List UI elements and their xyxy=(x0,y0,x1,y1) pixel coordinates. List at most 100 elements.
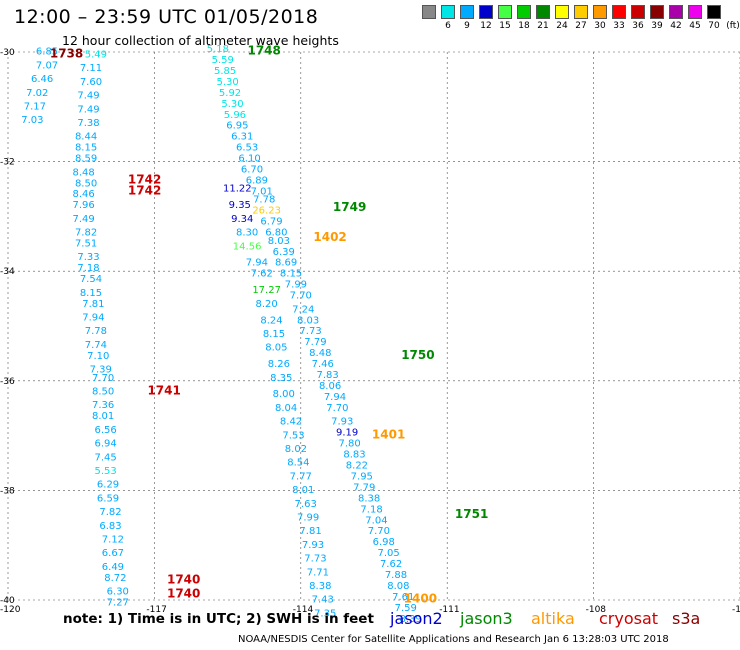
wave-height-value: 7.10 xyxy=(87,351,109,362)
lat-tick-label: -40 xyxy=(0,596,15,606)
legend-label-39: 39 xyxy=(651,21,663,31)
wave-height-value: 8.38 xyxy=(309,581,331,592)
wave-height-value: 7.63 xyxy=(295,499,317,510)
wave-height-value: 8.08 xyxy=(387,581,409,592)
legend-swatch-45 xyxy=(688,5,702,19)
wave-height-value: 7.07 xyxy=(36,60,58,71)
wave-height-value: 6.85 xyxy=(36,47,58,58)
wave-height-value: 7.43 xyxy=(312,595,334,606)
wave-height-value: 11.22 xyxy=(223,184,252,195)
wave-height-value: 7.70 xyxy=(92,373,114,384)
wave-height-value: 7.39 xyxy=(90,365,112,376)
wave-height-value: 8.42 xyxy=(280,417,302,428)
wave-height-value: 7.27 xyxy=(107,597,129,608)
legend-swatch-15 xyxy=(498,5,512,19)
pass-time-label: 1740 xyxy=(167,573,200,587)
wave-height-value: 6.59 xyxy=(97,493,119,504)
wave-height-value: 8.72 xyxy=(104,573,126,584)
wave-height-value: 8.01 xyxy=(92,411,114,422)
wave-height-value: 7.81 xyxy=(82,299,104,310)
wave-height-value: 7.70 xyxy=(326,403,348,414)
legend-label-33: 33 xyxy=(613,21,625,31)
wave-height-value: 7.36 xyxy=(92,400,114,411)
wave-height-value: 7.82 xyxy=(99,507,121,518)
wave-height-value: 8.03 xyxy=(268,236,290,247)
wave-height-value: 6.89 xyxy=(246,176,268,187)
legend-label-36: 36 xyxy=(632,21,644,31)
wave-height-value: 6.98 xyxy=(373,537,395,548)
wave-height-value: 5.92 xyxy=(219,88,241,99)
legend-swatch-42 xyxy=(669,5,683,19)
wave-height-value: 7.70 xyxy=(290,291,312,302)
wave-height-value: 8.30 xyxy=(236,228,258,239)
wave-height-value: 6.39 xyxy=(273,247,295,258)
wave-height-value: 5.59 xyxy=(212,55,234,66)
wave-height-value: 7.05 xyxy=(378,548,400,559)
wave-height-value: 6.49 xyxy=(102,562,124,573)
wave-height-value: 7.04 xyxy=(365,515,387,526)
wave-height-value: 7.77 xyxy=(290,471,312,482)
wave-height-value: 9.34 xyxy=(231,214,253,225)
wave-height-value: 6.70 xyxy=(241,165,263,176)
wave-height-value: 7.79 xyxy=(304,337,326,348)
wave-height-value: 5.30 xyxy=(221,99,243,110)
wave-height-value: 5.49 xyxy=(85,49,107,60)
wave-height-value: 6.29 xyxy=(97,480,119,491)
lat-tick-label: -38 xyxy=(0,486,15,496)
wave-height-value: 8.54 xyxy=(287,458,309,469)
legend-unit: (ft) xyxy=(726,21,740,31)
wave-height-value: 8.15 xyxy=(80,288,102,299)
legend-swatch-24 xyxy=(555,5,569,19)
wave-height-value: 7.11 xyxy=(80,63,102,74)
wave-height-value: 7.80 xyxy=(338,439,360,450)
wave-height-value: 8.15 xyxy=(280,269,302,280)
footnote: note: 1) Time is in UTC; 2) SWH is in fe… xyxy=(63,611,374,627)
wave-height-value: 7.54 xyxy=(80,274,102,285)
lon-tick-label: -111 xyxy=(439,605,459,615)
wave-height-value: 7.24 xyxy=(292,304,314,315)
wave-height-value: 8.59 xyxy=(75,154,97,165)
pass-time-label: 1741 xyxy=(147,384,180,398)
wave-height-value: 6.83 xyxy=(99,521,121,532)
wave-height-value: 7.88 xyxy=(385,570,407,581)
wave-height-value: 8.03 xyxy=(297,315,319,326)
lon-tick-label: -114 xyxy=(293,605,314,615)
legend-swatch-27 xyxy=(574,5,588,19)
pass-time-label: 1750 xyxy=(401,348,434,362)
wave-height-value: 7.99 xyxy=(297,513,319,524)
wave-height-value: 7.61 xyxy=(392,592,414,603)
wave-height-value: 8.35 xyxy=(270,373,292,384)
satellite-jason3: jason3 xyxy=(460,609,513,628)
wave-height-value: 7.78 xyxy=(253,195,275,206)
wave-height-value: 8.24 xyxy=(260,315,282,326)
pass-time-label: 1742 xyxy=(128,173,161,187)
wave-height-value: 8.20 xyxy=(256,299,278,310)
wave-height-value: 6.31 xyxy=(231,132,253,143)
wave-height-value: 7.45 xyxy=(94,452,116,463)
pass-time-label: 1402 xyxy=(313,230,346,244)
wave-height-value: 5.96 xyxy=(224,110,246,121)
wave-height-value: 8.46 xyxy=(73,189,95,200)
wave-height-value: 8.48 xyxy=(73,167,95,178)
wave-height-value: 7.38 xyxy=(77,118,99,129)
legend-label-18: 18 xyxy=(518,21,530,31)
wave-height-value: 6.46 xyxy=(31,74,53,85)
pass-time-label: 1740 xyxy=(167,586,200,600)
wave-height-value: 7.12 xyxy=(102,534,124,545)
legend-label-27: 27 xyxy=(575,21,587,31)
legend-label-24: 24 xyxy=(556,21,568,31)
wave-height-value: 8.44 xyxy=(75,132,97,143)
lat-tick-label: -36 xyxy=(0,377,15,387)
legend-label-70: 70 xyxy=(708,21,720,31)
pass-time-label: 1749 xyxy=(333,200,366,214)
wave-height-value: 7.95 xyxy=(351,471,373,482)
wave-height-value: 6.10 xyxy=(238,154,260,165)
wave-height-value: 7.02 xyxy=(26,88,48,99)
wave-height-value: 7.53 xyxy=(282,430,304,441)
wave-height-value: 6.30 xyxy=(107,587,129,598)
legend-swatch-36 xyxy=(631,5,645,19)
wave-height-value: 6.79 xyxy=(260,217,282,228)
legend-label-45: 45 xyxy=(689,21,701,31)
wave-height-value: 7.62 xyxy=(251,269,273,280)
